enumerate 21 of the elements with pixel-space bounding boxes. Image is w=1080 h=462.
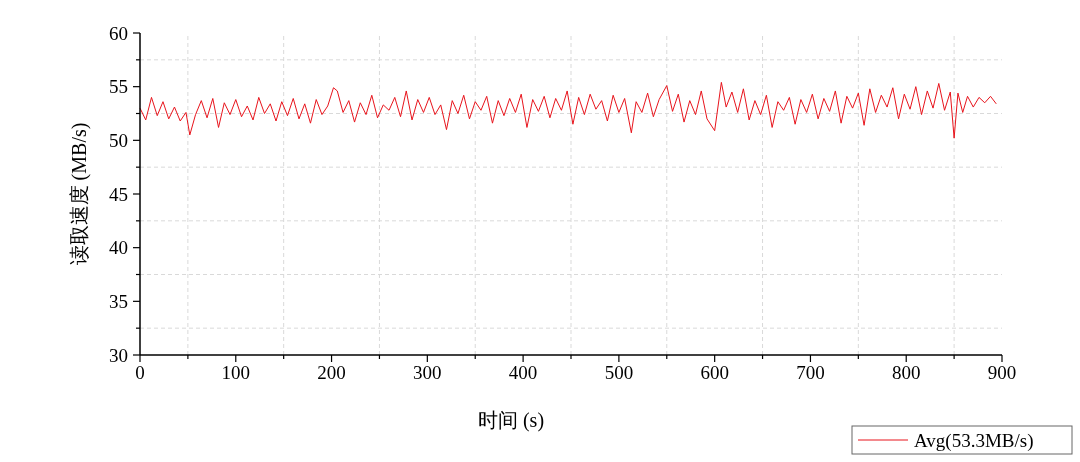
legend-label: Avg(53.3MB/s) <box>914 429 1034 452</box>
x-tick-label: 200 <box>317 362 346 383</box>
y-tick-label: 30 <box>109 344 128 366</box>
x-tick-label: 600 <box>700 362 729 383</box>
y-tick-label: 60 <box>109 22 128 44</box>
y-tick-label: 55 <box>109 76 128 98</box>
x-tick-label: 700 <box>796 362 825 383</box>
y-tick-label: 50 <box>109 129 128 151</box>
x-tick-label: 400 <box>508 362 538 383</box>
line-series <box>139 81 997 139</box>
y-tick-label: 35 <box>109 290 128 312</box>
y-tick-label: 40 <box>109 237 128 259</box>
x-tick-label: 800 <box>891 362 921 383</box>
x-tick-label: 300 <box>413 362 442 383</box>
y-tick-label: 45 <box>109 183 128 205</box>
x-tick-label: 500 <box>604 362 634 383</box>
y-axis-title: 读取速度 (MB/s) <box>68 122 91 266</box>
x-tick-label: 0 <box>135 362 145 383</box>
x-tick-label: 100 <box>221 362 251 383</box>
x-axis-title: 时间 (s) <box>477 409 545 432</box>
x-tick-label: 900 <box>987 362 1017 383</box>
